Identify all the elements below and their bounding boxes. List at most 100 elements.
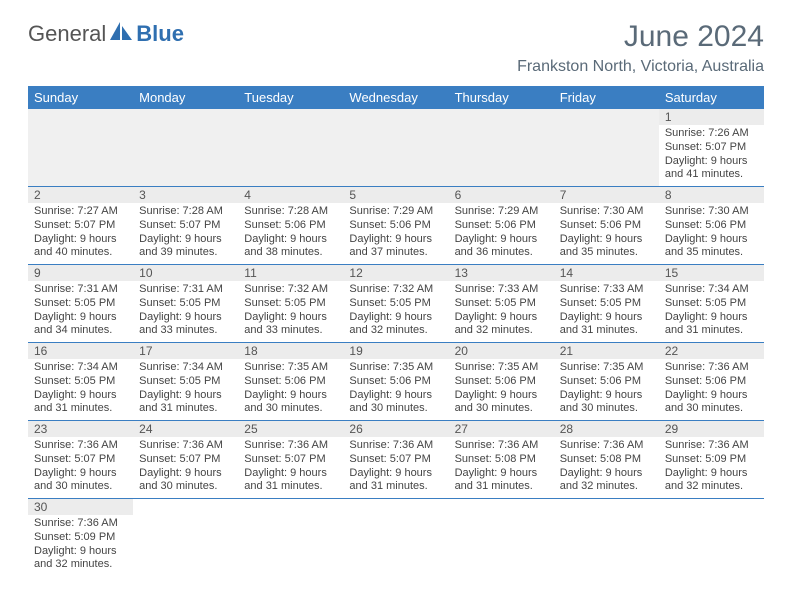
sunrise-text: Sunrise: 7:36 AM	[244, 439, 337, 453]
day-details: Sunrise: 7:28 AMSunset: 5:07 PMDaylight:…	[133, 203, 238, 264]
daylight-text: Daylight: 9 hours and 31 minutes.	[560, 311, 653, 339]
calendar-day-empty	[238, 499, 343, 577]
calendar-day: 25Sunrise: 7:36 AMSunset: 5:07 PMDayligh…	[238, 421, 343, 499]
calendar-day: 29Sunrise: 7:36 AMSunset: 5:09 PMDayligh…	[659, 421, 764, 499]
daylight-text: Daylight: 9 hours and 30 minutes.	[455, 389, 548, 417]
sunrise-text: Sunrise: 7:34 AM	[665, 283, 758, 297]
day-number: 13	[449, 265, 554, 281]
calendar-day-empty	[554, 109, 659, 187]
calendar-day-empty	[343, 109, 448, 187]
sunset-text: Sunset: 5:07 PM	[34, 219, 127, 233]
day-number: 8	[659, 187, 764, 203]
day-details: Sunrise: 7:36 AMSunset: 5:08 PMDaylight:…	[554, 437, 659, 498]
daylight-text: Daylight: 9 hours and 30 minutes.	[665, 389, 758, 417]
sunset-text: Sunset: 5:07 PM	[665, 141, 758, 155]
calendar-day-empty	[133, 499, 238, 577]
day-details: Sunrise: 7:30 AMSunset: 5:06 PMDaylight:…	[659, 203, 764, 264]
day-number: 17	[133, 343, 238, 359]
sunrise-text: Sunrise: 7:36 AM	[455, 439, 548, 453]
day-details: Sunrise: 7:32 AMSunset: 5:05 PMDaylight:…	[238, 281, 343, 342]
daylight-text: Daylight: 9 hours and 32 minutes.	[34, 545, 127, 573]
daylight-text: Daylight: 9 hours and 31 minutes.	[349, 467, 442, 495]
calendar-day-empty	[659, 499, 764, 577]
sunset-text: Sunset: 5:05 PM	[34, 297, 127, 311]
daylight-text: Daylight: 9 hours and 34 minutes.	[34, 311, 127, 339]
daylight-text: Daylight: 9 hours and 41 minutes.	[665, 155, 758, 183]
daylight-text: Daylight: 9 hours and 30 minutes.	[560, 389, 653, 417]
weekday-header: Tuesday	[238, 86, 343, 109]
daylight-text: Daylight: 9 hours and 31 minutes.	[455, 467, 548, 495]
sunrise-text: Sunrise: 7:33 AM	[560, 283, 653, 297]
calendar-day: 3Sunrise: 7:28 AMSunset: 5:07 PMDaylight…	[133, 187, 238, 265]
sunset-text: Sunset: 5:06 PM	[244, 219, 337, 233]
calendar-day: 12Sunrise: 7:32 AMSunset: 5:05 PMDayligh…	[343, 265, 448, 343]
sunset-text: Sunset: 5:06 PM	[349, 375, 442, 389]
calendar-day: 18Sunrise: 7:35 AMSunset: 5:06 PMDayligh…	[238, 343, 343, 421]
sunrise-text: Sunrise: 7:36 AM	[139, 439, 232, 453]
day-details: Sunrise: 7:36 AMSunset: 5:06 PMDaylight:…	[659, 359, 764, 420]
calendar-day-empty	[133, 109, 238, 187]
sunset-text: Sunset: 5:08 PM	[455, 453, 548, 467]
day-details: Sunrise: 7:30 AMSunset: 5:06 PMDaylight:…	[554, 203, 659, 264]
day-number: 18	[238, 343, 343, 359]
calendar-day-empty	[343, 499, 448, 577]
sunrise-text: Sunrise: 7:27 AM	[34, 205, 127, 219]
daylight-text: Daylight: 9 hours and 33 minutes.	[244, 311, 337, 339]
weekday-header: Wednesday	[343, 86, 448, 109]
daylight-text: Daylight: 9 hours and 37 minutes.	[349, 233, 442, 261]
day-details: Sunrise: 7:36 AMSunset: 5:07 PMDaylight:…	[28, 437, 133, 498]
sunrise-text: Sunrise: 7:28 AM	[244, 205, 337, 219]
day-details: Sunrise: 7:35 AMSunset: 5:06 PMDaylight:…	[449, 359, 554, 420]
daylight-text: Daylight: 9 hours and 35 minutes.	[560, 233, 653, 261]
sunset-text: Sunset: 5:05 PM	[455, 297, 548, 311]
calendar-day: 7Sunrise: 7:30 AMSunset: 5:06 PMDaylight…	[554, 187, 659, 265]
day-details: Sunrise: 7:26 AMSunset: 5:07 PMDaylight:…	[659, 125, 764, 186]
brand-part2: Blue	[136, 21, 184, 47]
daylight-text: Daylight: 9 hours and 38 minutes.	[244, 233, 337, 261]
sunset-text: Sunset: 5:05 PM	[560, 297, 653, 311]
day-number: 10	[133, 265, 238, 281]
calendar-day: 14Sunrise: 7:33 AMSunset: 5:05 PMDayligh…	[554, 265, 659, 343]
day-details: Sunrise: 7:33 AMSunset: 5:05 PMDaylight:…	[554, 281, 659, 342]
daylight-text: Daylight: 9 hours and 30 minutes.	[349, 389, 442, 417]
day-details: Sunrise: 7:31 AMSunset: 5:05 PMDaylight:…	[133, 281, 238, 342]
sunrise-text: Sunrise: 7:36 AM	[349, 439, 442, 453]
day-number: 14	[554, 265, 659, 281]
day-number: 2	[28, 187, 133, 203]
calendar-day: 2 Sunrise: 7:27 AMSunset: 5:07 PMDaylight…	[28, 187, 133, 265]
weekday-header: Sunday	[28, 86, 133, 109]
sunset-text: Sunset: 5:05 PM	[349, 297, 442, 311]
daylight-text: Daylight: 9 hours and 31 minutes.	[665, 311, 758, 339]
day-details: Sunrise: 7:33 AMSunset: 5:05 PMDaylight:…	[449, 281, 554, 342]
daylight-text: Daylight: 9 hours and 40 minutes.	[34, 233, 127, 261]
sunset-text: Sunset: 5:08 PM	[560, 453, 653, 467]
daylight-text: Daylight: 9 hours and 32 minutes.	[349, 311, 442, 339]
brand-part1: General	[28, 21, 106, 47]
sunset-text: Sunset: 5:05 PM	[665, 297, 758, 311]
day-details: Sunrise: 7:36 AMSunset: 5:09 PMDaylight:…	[659, 437, 764, 498]
sunset-text: Sunset: 5:09 PM	[34, 531, 127, 545]
daylight-text: Daylight: 9 hours and 31 minutes.	[34, 389, 127, 417]
day-details: Sunrise: 7:32 AMSunset: 5:05 PMDaylight:…	[343, 281, 448, 342]
sunset-text: Sunset: 5:05 PM	[244, 297, 337, 311]
day-details: Sunrise: 7:36 AMSunset: 5:07 PMDaylight:…	[238, 437, 343, 498]
sunset-text: Sunset: 5:07 PM	[244, 453, 337, 467]
daylight-text: Daylight: 9 hours and 30 minutes.	[34, 467, 127, 495]
day-details: Sunrise: 7:36 AMSunset: 5:08 PMDaylight:…	[449, 437, 554, 498]
sunset-text: Sunset: 5:06 PM	[560, 375, 653, 389]
day-number: 24	[133, 421, 238, 437]
day-details: Sunrise: 7:35 AMSunset: 5:06 PMDaylight:…	[554, 359, 659, 420]
sunrise-text: Sunrise: 7:36 AM	[34, 517, 127, 531]
sunrise-text: Sunrise: 7:30 AM	[665, 205, 758, 219]
sunset-text: Sunset: 5:07 PM	[349, 453, 442, 467]
calendar-day: 17Sunrise: 7:34 AMSunset: 5:05 PMDayligh…	[133, 343, 238, 421]
sunset-text: Sunset: 5:06 PM	[455, 375, 548, 389]
daylight-text: Daylight: 9 hours and 31 minutes.	[139, 389, 232, 417]
sunset-text: Sunset: 5:05 PM	[139, 375, 232, 389]
sunrise-text: Sunrise: 7:36 AM	[560, 439, 653, 453]
weekday-header: Monday	[133, 86, 238, 109]
sunset-text: Sunset: 5:05 PM	[139, 297, 232, 311]
daylight-text: Daylight: 9 hours and 32 minutes.	[455, 311, 548, 339]
day-number: 23	[28, 421, 133, 437]
calendar-day: 19Sunrise: 7:35 AMSunset: 5:06 PMDayligh…	[343, 343, 448, 421]
